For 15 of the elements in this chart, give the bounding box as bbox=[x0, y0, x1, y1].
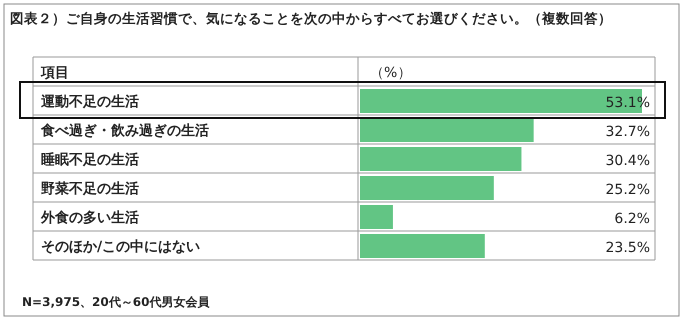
y-tick-label: 野菜不足の生活 bbox=[41, 181, 139, 197]
y-tick-label: 運動不足の生活 bbox=[40, 94, 139, 110]
y-tick-label: そのほか/この中にはない bbox=[41, 239, 200, 255]
data-label: 25.2% bbox=[606, 182, 650, 198]
data-label: 6.2% bbox=[614, 211, 650, 227]
y-tick-label: 外食の多い生活 bbox=[40, 210, 139, 226]
y-axis-title: 項目 bbox=[40, 65, 69, 81]
x-axis-title: （%） bbox=[370, 65, 412, 81]
text: N=3,975、20代～60代男女会員 bbox=[22, 295, 210, 309]
y-tick-label: 睡眠不足の生活 bbox=[41, 152, 139, 168]
y-tick-label: 食べ過ぎ・飲み過ぎの生活 bbox=[40, 123, 209, 139]
chart-title: 図表２）ご自身の生活習慣で、気になることを次の中からすべてお選びください。（複数回答） bbox=[10, 10, 612, 27]
data-label: 32.7% bbox=[606, 124, 650, 140]
data-label: 30.4% bbox=[606, 153, 650, 169]
data-label: 23.5% bbox=[606, 240, 650, 256]
